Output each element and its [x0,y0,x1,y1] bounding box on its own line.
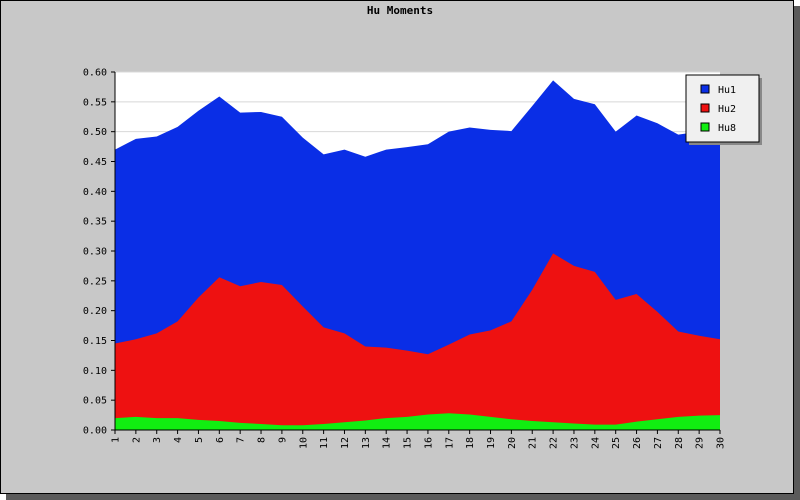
x-tick-label: 29 [695,437,706,449]
legend: Hu1 Hu2 Hu8 [685,74,762,145]
legend-swatch-hu2 [700,103,710,113]
x-tick-label: 7 [236,437,247,443]
x-tick-label: 14 [382,437,393,449]
x-tick-label: 23 [569,437,580,449]
legend-box [685,74,760,143]
x-tick-label: 10 [298,437,309,449]
y-tick-label: 0.35 [83,217,107,228]
x-tick-label: 12 [340,437,351,449]
y-tick-label: 0.30 [83,247,107,258]
x-tick-label: 21 [528,437,539,449]
x-tick-label: 20 [507,437,518,449]
x-tick-label: 8 [257,437,268,443]
y-axis-ticks: 0.00 0.05 0.10 0.15 0.20 0.25 0.30 0.35 0.40 0.45… [83,68,115,437]
x-tick-label: 3 [152,437,163,443]
y-tick-label: 0.40 [83,187,107,198]
y-tick-label: 0.15 [83,336,107,347]
x-tick-label: 28 [674,437,685,449]
x-tick-label: 5 [194,437,205,443]
x-tick-label: 4 [173,437,184,443]
y-tick-label: 0.55 [83,97,107,108]
x-tick-label: 26 [632,437,643,449]
x-tick-label: 22 [549,437,560,449]
legend-label-hu2: Hu2 [718,104,736,115]
y-tick-label: 0.00 [83,426,107,437]
y-tick-label: 0.25 [83,276,107,287]
legend-swatch-hu1 [700,84,710,94]
x-tick-label: 1 [111,437,122,443]
x-tick-label: 19 [486,437,497,449]
y-tick-label: 0.60 [83,68,107,79]
x-tick-label: 11 [319,437,330,449]
legend-label-hu8: Hu8 [718,123,736,134]
x-tick-label: 15 [403,437,414,449]
x-tick-label: 30 [716,437,727,449]
x-tick-label: 25 [611,437,622,449]
x-tick-label: 18 [465,437,476,449]
x-tick-label: 9 [277,437,288,443]
x-tick-label: 2 [131,437,142,443]
series-area-hu8 [115,413,720,430]
y-tick-label: 0.05 [83,396,107,407]
x-tick-label: 24 [590,437,601,449]
series-areas [115,80,720,430]
x-tick-label: 13 [361,437,372,449]
x-tick-label: 27 [653,437,664,449]
y-tick-label: 0.45 [83,157,107,168]
x-tick-label: 17 [444,437,455,449]
y-tick-label: 0.10 [83,366,107,377]
x-tick-label: 16 [423,437,434,449]
series-area-hu2 [115,253,720,430]
y-tick-label: 0.20 [83,306,107,317]
y-tick-label: 0.50 [83,127,107,138]
x-axis-ticks: 1 2 3 4 5 6 7 8 9 10 11 12 13 14 15 16 17 18 19 20 21 22 23 24 2… [111,430,727,449]
legend-label-hu1: Hu1 [718,85,736,96]
x-tick-label: 6 [215,437,226,443]
legend-swatch-hu8 [700,122,710,132]
chart-title: Hu Moments [366,4,434,17]
